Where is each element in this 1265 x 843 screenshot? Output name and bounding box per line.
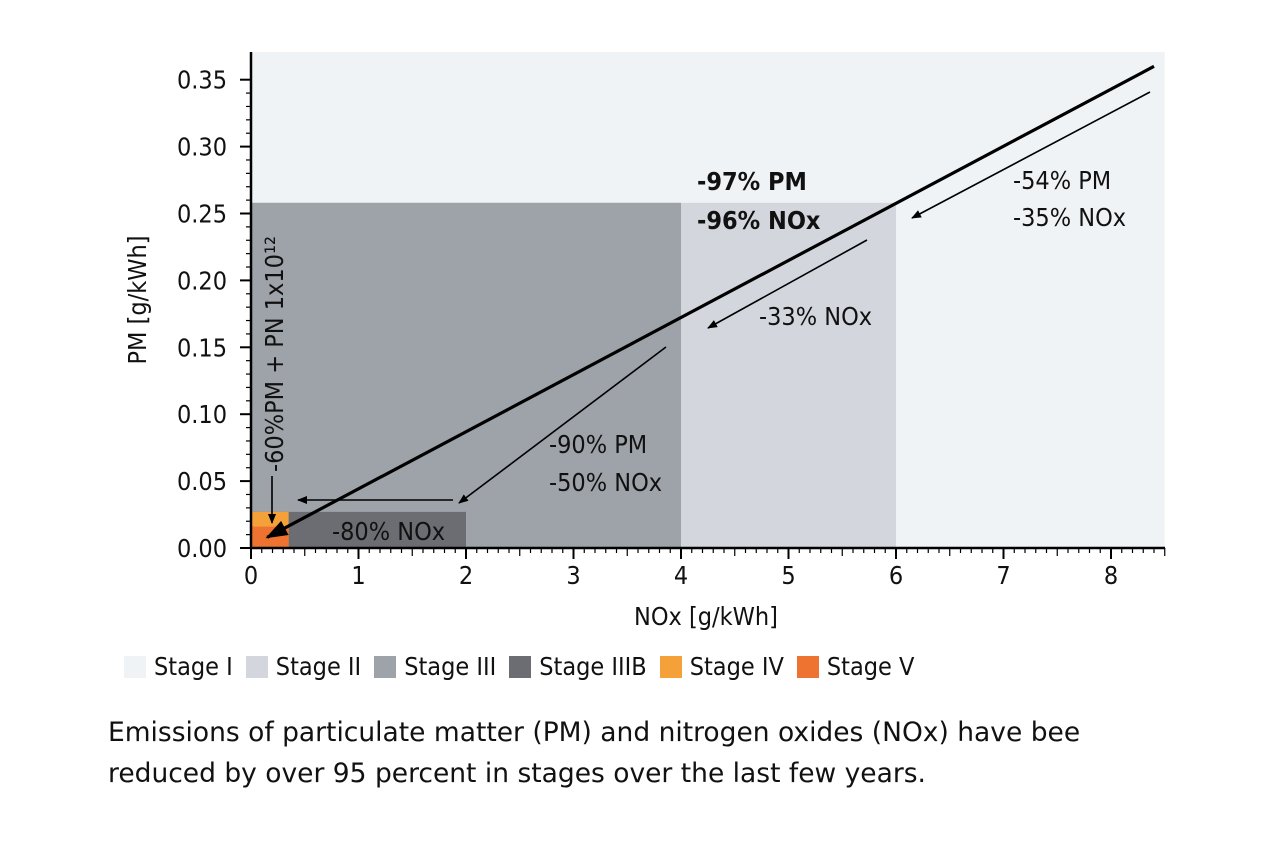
annotations: -97% PM -96% NOx -54% PM -35% NOx -33% N… <box>260 166 1126 546</box>
legend-label: Stage IV <box>689 652 784 681</box>
legend-swatch <box>659 655 682 678</box>
stage2-arrow <box>911 91 1151 219</box>
y-tick-label: 0.00 <box>177 534 227 563</box>
x-tick-label: 0 <box>244 561 258 590</box>
legend-swatch <box>124 655 146 678</box>
figure-caption: Emissions of particulate matter (PM) and… <box>108 712 1228 794</box>
legend-item: Stage IV <box>659 652 784 681</box>
legend-swatch <box>374 655 397 678</box>
x-tick-label: 5 <box>781 561 795 590</box>
caption-line-2: reduced by over 95 percent in stages ove… <box>108 758 926 789</box>
y-tick-label: 0.10 <box>177 400 227 429</box>
axes: 0 1 2 3 4 5 6 7 8 0.00 0.05 0.10 0.15 0.20 0.25 0.30 0.3… <box>177 52 1166 590</box>
y-tick-label: 0.25 <box>177 200 227 229</box>
y-axis-label: PM [g/kWh] <box>123 235 152 364</box>
x-tick-label: 2 <box>459 561 473 590</box>
y-tick-label: 0.05 <box>177 467 227 496</box>
x-tick-label: 4 <box>674 561 688 590</box>
x-tick-label: 7 <box>996 561 1010 590</box>
y-tick-label: 0.30 <box>177 133 227 162</box>
annotation-stage2-pm: -54% PM <box>1013 166 1111 195</box>
annotation-stage3b-nox: -50% NOx <box>549 468 662 497</box>
legend-label: Stage V <box>826 652 915 681</box>
annotation-stage4-nox: -80% NOx <box>332 517 445 546</box>
y-tick-label: 0.20 <box>177 266 227 295</box>
annotation-total-nox: -96% NOx <box>697 206 821 235</box>
annotation-stage2-nox: -35% NOx <box>1013 203 1126 232</box>
legend-item: Stage II <box>245 652 362 681</box>
stage-region-stage-iii <box>251 202 681 548</box>
x-tick-label: 6 <box>889 561 903 590</box>
legend-label: Stage II <box>275 652 362 681</box>
y-tick-label: 0.35 <box>177 66 227 95</box>
x-tick-label: 1 <box>351 561 365 590</box>
x-tick-label: 8 <box>1104 561 1118 590</box>
annotation-stage3b-pm: -90% PM <box>549 430 647 459</box>
legend-swatch <box>796 655 819 678</box>
x-tick-label: 3 <box>566 561 580 590</box>
trend-line <box>265 64 1155 539</box>
legend-swatch <box>509 655 532 678</box>
trend-line-group <box>265 64 1155 539</box>
stage3b-arrow <box>458 346 667 504</box>
legend-label: Stage I <box>154 652 233 681</box>
annotation-stage5-vertical: -60%PM + PN 1x10¹² <box>260 236 289 472</box>
x-axis-label: NOx [g/kWh] <box>634 602 778 631</box>
legend-swatch <box>245 655 268 678</box>
legend-label: Stage IIIB <box>539 652 647 681</box>
legend: Stage I Stage II Stage III Stage IIIB Stage … <box>124 652 927 681</box>
caption-line-1: Emissions of particulate matter (PM) and… <box>108 717 1081 748</box>
legend-item: Stage V <box>796 652 915 681</box>
annotation-stage3-nox: -33% NOx <box>759 302 872 331</box>
y-tick-label: 0.15 <box>177 333 227 362</box>
reduction-arrows <box>268 91 1151 524</box>
legend-item: Stage I <box>124 652 233 681</box>
emissions-chart: 0 1 2 3 4 5 6 7 8 0.00 0.05 0.10 0.15 0.20 0.25 0.30 0.3… <box>123 52 1166 631</box>
annotation-total-pm: -97% PM <box>697 167 807 196</box>
legend-item: Stage IIIB <box>509 652 647 681</box>
legend-label: Stage III <box>404 652 497 681</box>
stage3-arrow <box>707 239 868 329</box>
legend-item: Stage III <box>374 652 496 681</box>
